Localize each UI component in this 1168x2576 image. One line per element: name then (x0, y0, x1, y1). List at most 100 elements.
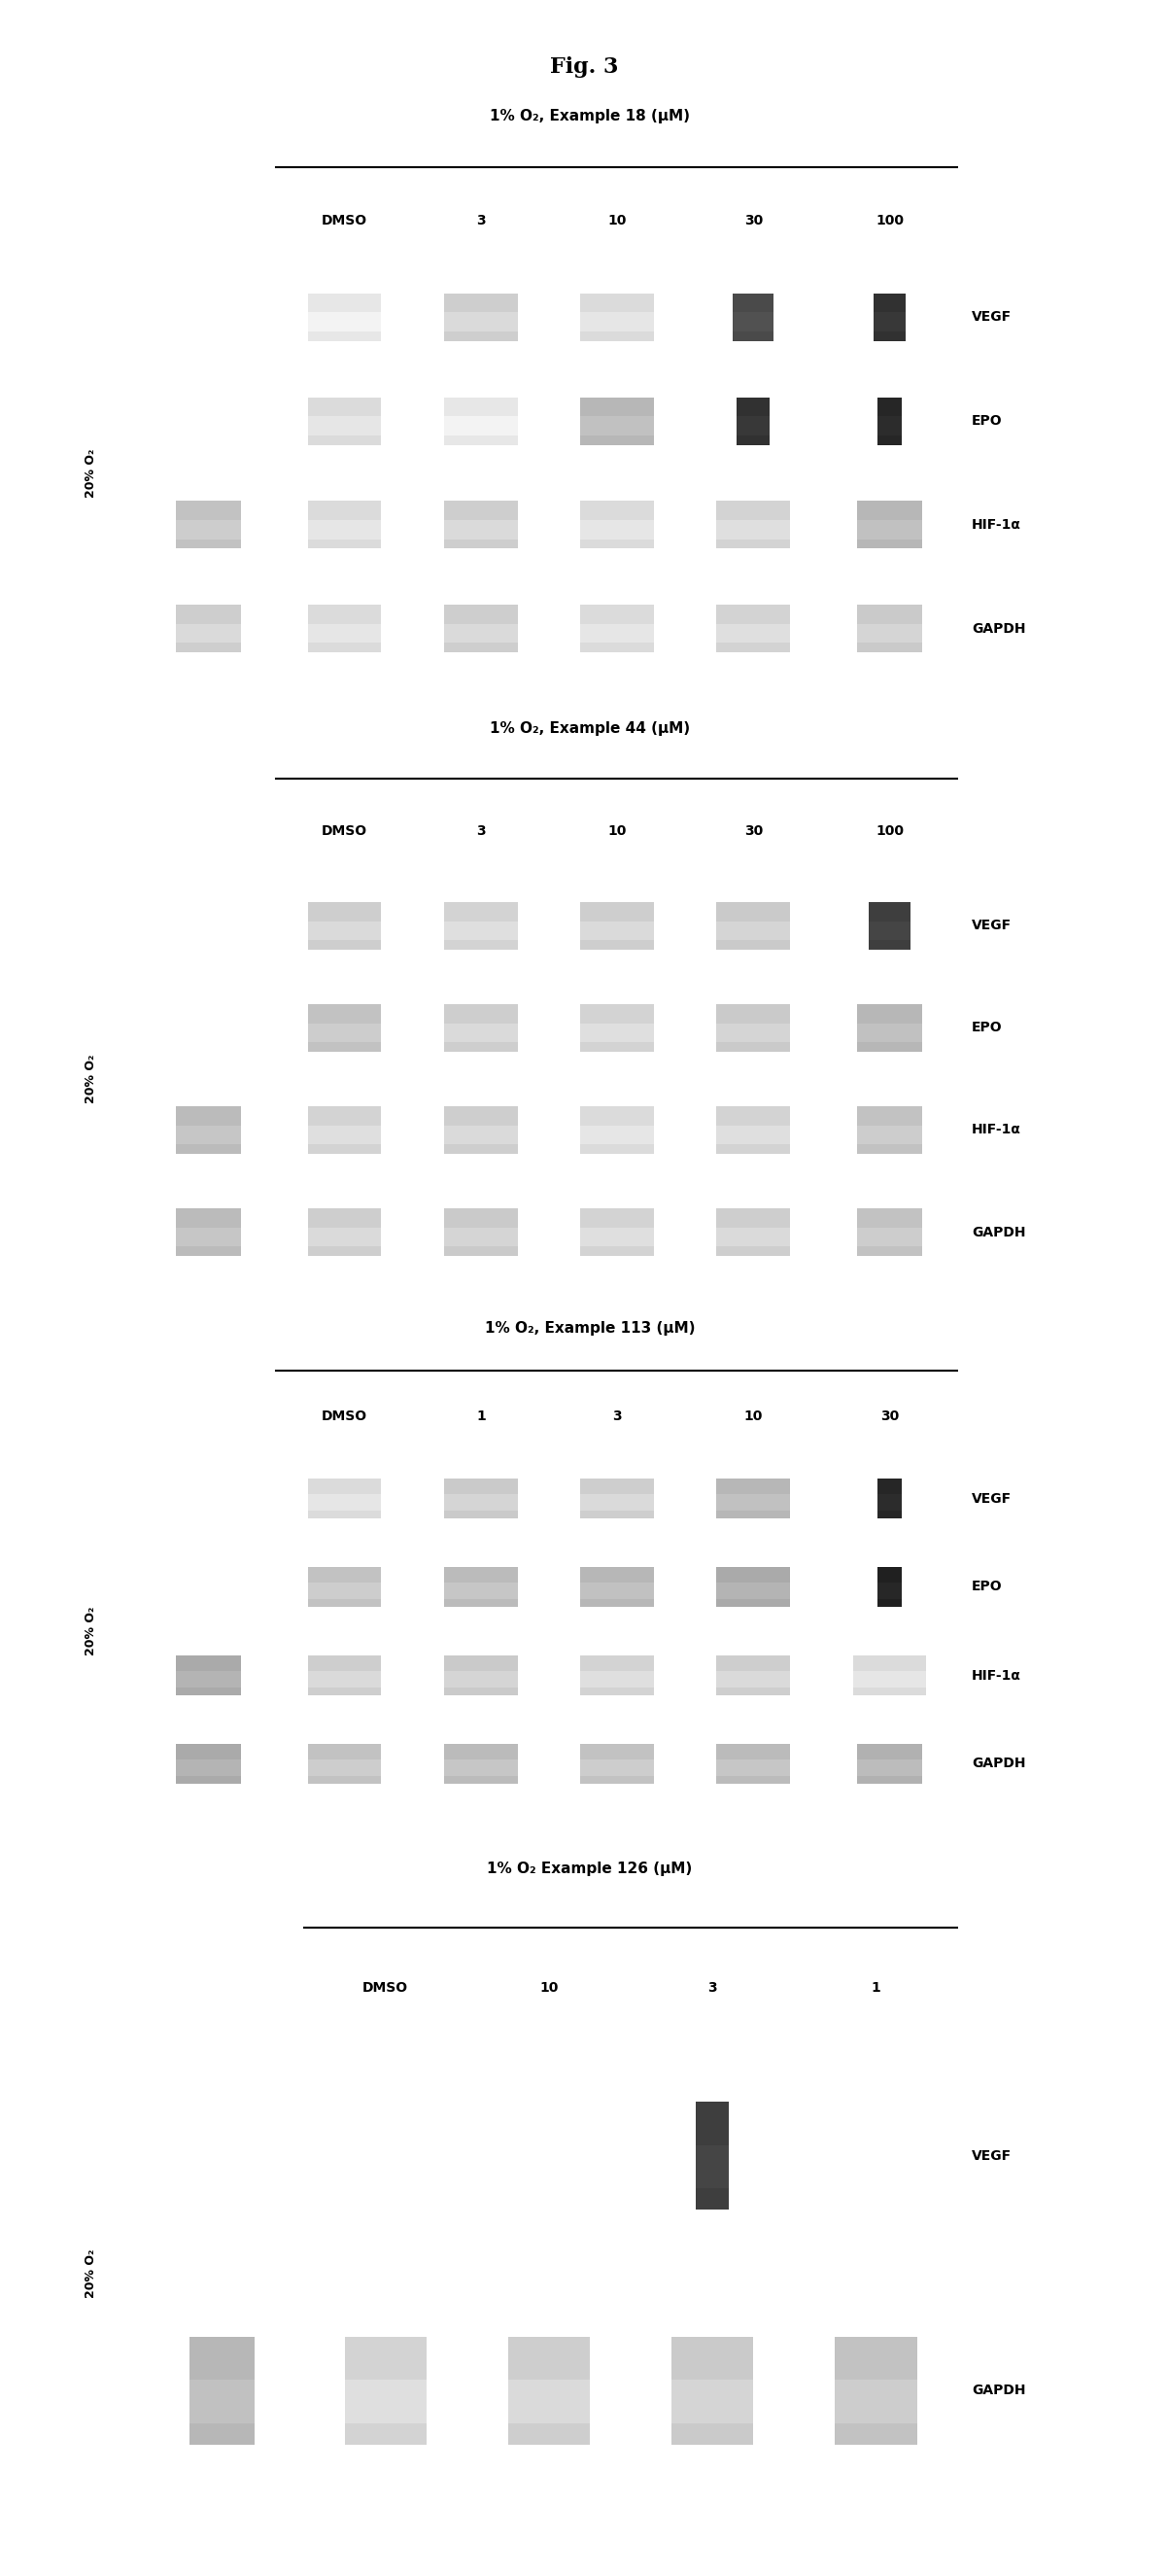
Bar (869, 922, 910, 940)
Bar (716, 1208, 790, 1255)
Text: EPO: EPO (972, 1579, 1002, 1595)
Bar (308, 1672, 381, 1687)
Bar (308, 1479, 381, 1520)
Bar (734, 312, 774, 332)
Bar (308, 605, 381, 652)
Bar (857, 1108, 923, 1154)
Bar (345, 2380, 426, 2424)
Text: 20% O₂: 20% O₂ (84, 2249, 97, 2298)
Bar (308, 1005, 381, 1051)
Bar (716, 1108, 790, 1154)
Text: HIF-1α: HIF-1α (972, 1669, 1021, 1682)
Bar (175, 500, 241, 549)
Bar (869, 902, 910, 951)
Bar (877, 397, 902, 446)
Text: DMSO: DMSO (321, 1409, 368, 1422)
Bar (580, 605, 654, 652)
Bar (308, 1208, 381, 1255)
Text: 10: 10 (607, 214, 626, 227)
Text: VEGF: VEGF (972, 312, 1011, 325)
Bar (444, 417, 517, 435)
Bar (672, 2380, 753, 2424)
Bar (308, 1759, 381, 1775)
Bar (444, 605, 517, 652)
Bar (716, 1759, 790, 1775)
Bar (580, 1744, 654, 1785)
Bar (835, 2336, 917, 2445)
Bar (877, 1479, 902, 1520)
Bar (857, 623, 923, 644)
Bar (716, 1479, 790, 1520)
Bar (444, 902, 517, 951)
Bar (189, 2380, 255, 2424)
Bar (853, 1654, 926, 1695)
Bar (857, 1226, 923, 1247)
Bar (580, 1126, 654, 1144)
Bar (716, 520, 790, 538)
Bar (308, 1744, 381, 1785)
Bar (444, 623, 517, 644)
Bar (877, 1582, 902, 1600)
Bar (444, 1654, 517, 1695)
Text: 3: 3 (477, 214, 486, 227)
Bar (696, 2102, 729, 2210)
Text: 30: 30 (881, 1409, 899, 1422)
Bar (308, 1126, 381, 1144)
Bar (857, 1126, 923, 1144)
Text: 20% O₂: 20% O₂ (84, 1607, 97, 1656)
Bar (835, 2380, 917, 2424)
Text: HIF-1α: HIF-1α (972, 1123, 1021, 1136)
Text: 3: 3 (612, 1409, 621, 1422)
Bar (175, 1208, 241, 1255)
Bar (877, 1494, 902, 1510)
Bar (716, 1582, 790, 1600)
Bar (716, 1005, 790, 1051)
Bar (175, 1672, 241, 1687)
Bar (877, 417, 902, 435)
Bar (444, 1005, 517, 1051)
Bar (737, 397, 770, 446)
Bar (716, 1566, 790, 1607)
Bar (580, 1582, 654, 1600)
Bar (874, 312, 906, 332)
Bar (716, 902, 790, 951)
Bar (308, 1566, 381, 1607)
Bar (580, 397, 654, 446)
Bar (580, 1108, 654, 1154)
Bar (175, 1126, 241, 1144)
Bar (580, 294, 654, 340)
Text: HIF-1α: HIF-1α (972, 518, 1021, 531)
Text: 1: 1 (477, 1409, 486, 1422)
Text: 1% O₂, Example 18 (μM): 1% O₂, Example 18 (μM) (489, 108, 690, 124)
Bar (580, 1226, 654, 1247)
Bar (175, 1654, 241, 1695)
Text: 100: 100 (876, 214, 904, 227)
Bar (444, 922, 517, 940)
Bar (308, 312, 381, 332)
Bar (580, 1759, 654, 1775)
Text: 10: 10 (607, 824, 626, 837)
Text: GAPDH: GAPDH (972, 621, 1026, 636)
Text: 100: 100 (876, 824, 904, 837)
Bar (444, 1226, 517, 1247)
Text: 20% O₂: 20% O₂ (84, 448, 97, 497)
Bar (580, 500, 654, 549)
Bar (857, 1759, 923, 1775)
Bar (716, 1226, 790, 1247)
Text: 1% O₂, Example 44 (μM): 1% O₂, Example 44 (μM) (489, 721, 690, 737)
Text: VEGF: VEGF (972, 1492, 1011, 1504)
Text: 20% O₂: 20% O₂ (84, 1054, 97, 1103)
Bar (696, 2146, 729, 2187)
Bar (580, 1672, 654, 1687)
Bar (716, 1126, 790, 1144)
Bar (444, 312, 517, 332)
Text: EPO: EPO (972, 1020, 1002, 1036)
Bar (857, 605, 923, 652)
Text: DMSO: DMSO (362, 1981, 409, 1994)
Bar (308, 500, 381, 549)
Bar (857, 1023, 923, 1043)
Bar (308, 294, 381, 340)
Bar (874, 294, 906, 340)
Bar (444, 397, 517, 446)
Bar (580, 1494, 654, 1510)
